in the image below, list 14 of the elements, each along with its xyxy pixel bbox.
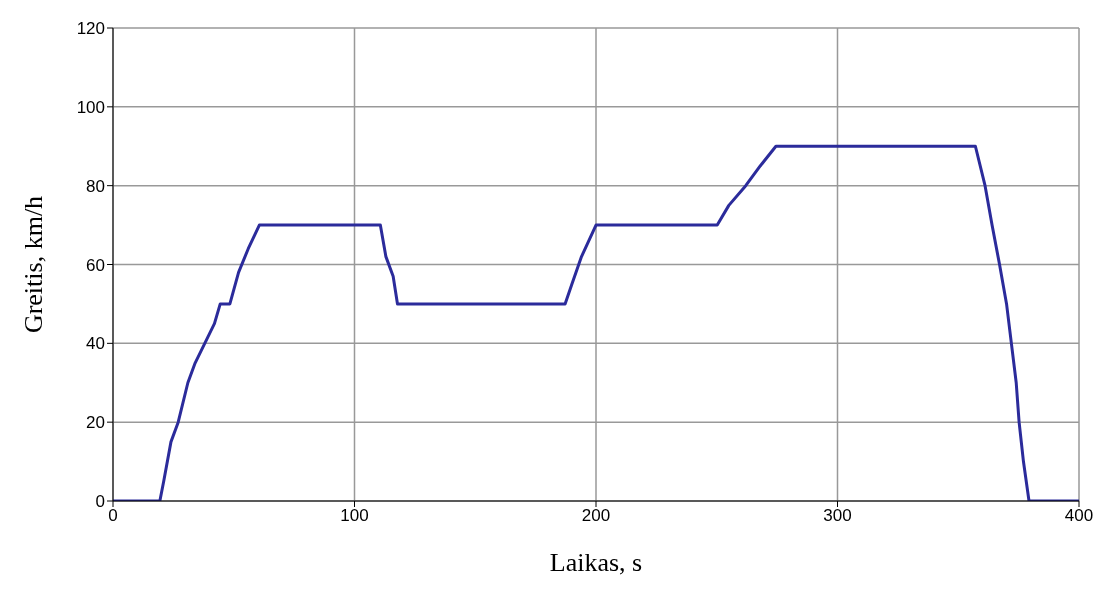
- x-tick-label: 300: [823, 506, 852, 526]
- y-tick-label: 120: [76, 19, 105, 39]
- x-tick-label: 200: [581, 506, 611, 526]
- y-axis-title: Greitis, km/h: [19, 195, 49, 334]
- x-tick-label: 100: [340, 506, 369, 526]
- y-tick-label: 80: [86, 176, 105, 196]
- x-tick-label: 0: [108, 506, 118, 526]
- y-tick-label: 100: [76, 97, 105, 117]
- y-tick-label: 0: [95, 492, 105, 512]
- x-tick-label: 400: [1064, 506, 1094, 526]
- y-tick-label: 40: [86, 334, 105, 354]
- y-tick-label: 20: [86, 413, 105, 433]
- x-axis-title: Laikas, s: [549, 548, 643, 577]
- y-tick-label: 60: [86, 255, 105, 275]
